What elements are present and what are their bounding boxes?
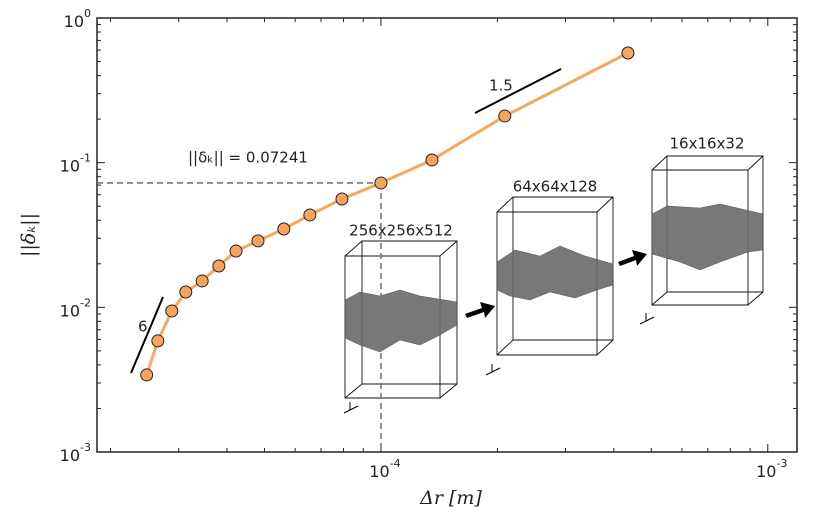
- data-point: [278, 223, 290, 235]
- chart: 256x256x512 64x64x128 16x16x32 6 1.5 ||δ…: [0, 0, 813, 513]
- inset-label: 16x16x32: [669, 135, 744, 153]
- data-point: [426, 154, 438, 166]
- y-axis-label: ||δₖ||: [18, 213, 40, 257]
- tick-label: 10-3: [60, 441, 91, 465]
- slope-line: [475, 69, 561, 113]
- data-point: [499, 110, 511, 122]
- tick-label: 10-3: [756, 457, 787, 481]
- tick-base: 10: [60, 301, 80, 320]
- data-point: [141, 369, 153, 381]
- annotation: ||δₖ|| = 0.07241: [188, 149, 308, 167]
- tick-base: 10: [64, 12, 84, 31]
- tick-base: 10: [369, 462, 389, 481]
- data-point: [213, 260, 225, 272]
- data-point: [180, 286, 192, 298]
- data-point: [152, 335, 164, 347]
- tick-label: 10-2: [60, 296, 91, 320]
- data-point: [336, 193, 348, 205]
- tick-exponent: -3: [776, 457, 787, 470]
- tick-base: 10: [60, 156, 80, 175]
- slope-label: 6: [138, 318, 148, 336]
- tick-base: 10: [756, 462, 776, 481]
- tick-exponent: -1: [80, 152, 91, 165]
- tick-label: 10-1: [60, 152, 91, 176]
- tick-label: 10-4: [369, 457, 400, 481]
- tick-base: 10: [60, 446, 80, 465]
- tick-exponent: -3: [80, 441, 91, 454]
- data-point: [230, 245, 242, 257]
- tick-exponent: 0: [84, 7, 91, 20]
- x-axis-label: Δr [m]: [419, 487, 482, 509]
- data-point: [304, 209, 316, 221]
- data-point: [196, 275, 208, 287]
- tick-label: 100: [64, 7, 91, 31]
- tick-exponent: -2: [80, 296, 91, 309]
- inset-label: 256x256x512: [349, 222, 453, 240]
- inset-label: 64x64x128: [513, 178, 598, 196]
- data-point: [622, 47, 634, 59]
- data-point: [166, 305, 178, 317]
- data-point: [375, 177, 387, 189]
- slope-label: 1.5: [489, 77, 513, 95]
- data-point: [252, 235, 264, 247]
- tick-exponent: -4: [390, 457, 401, 470]
